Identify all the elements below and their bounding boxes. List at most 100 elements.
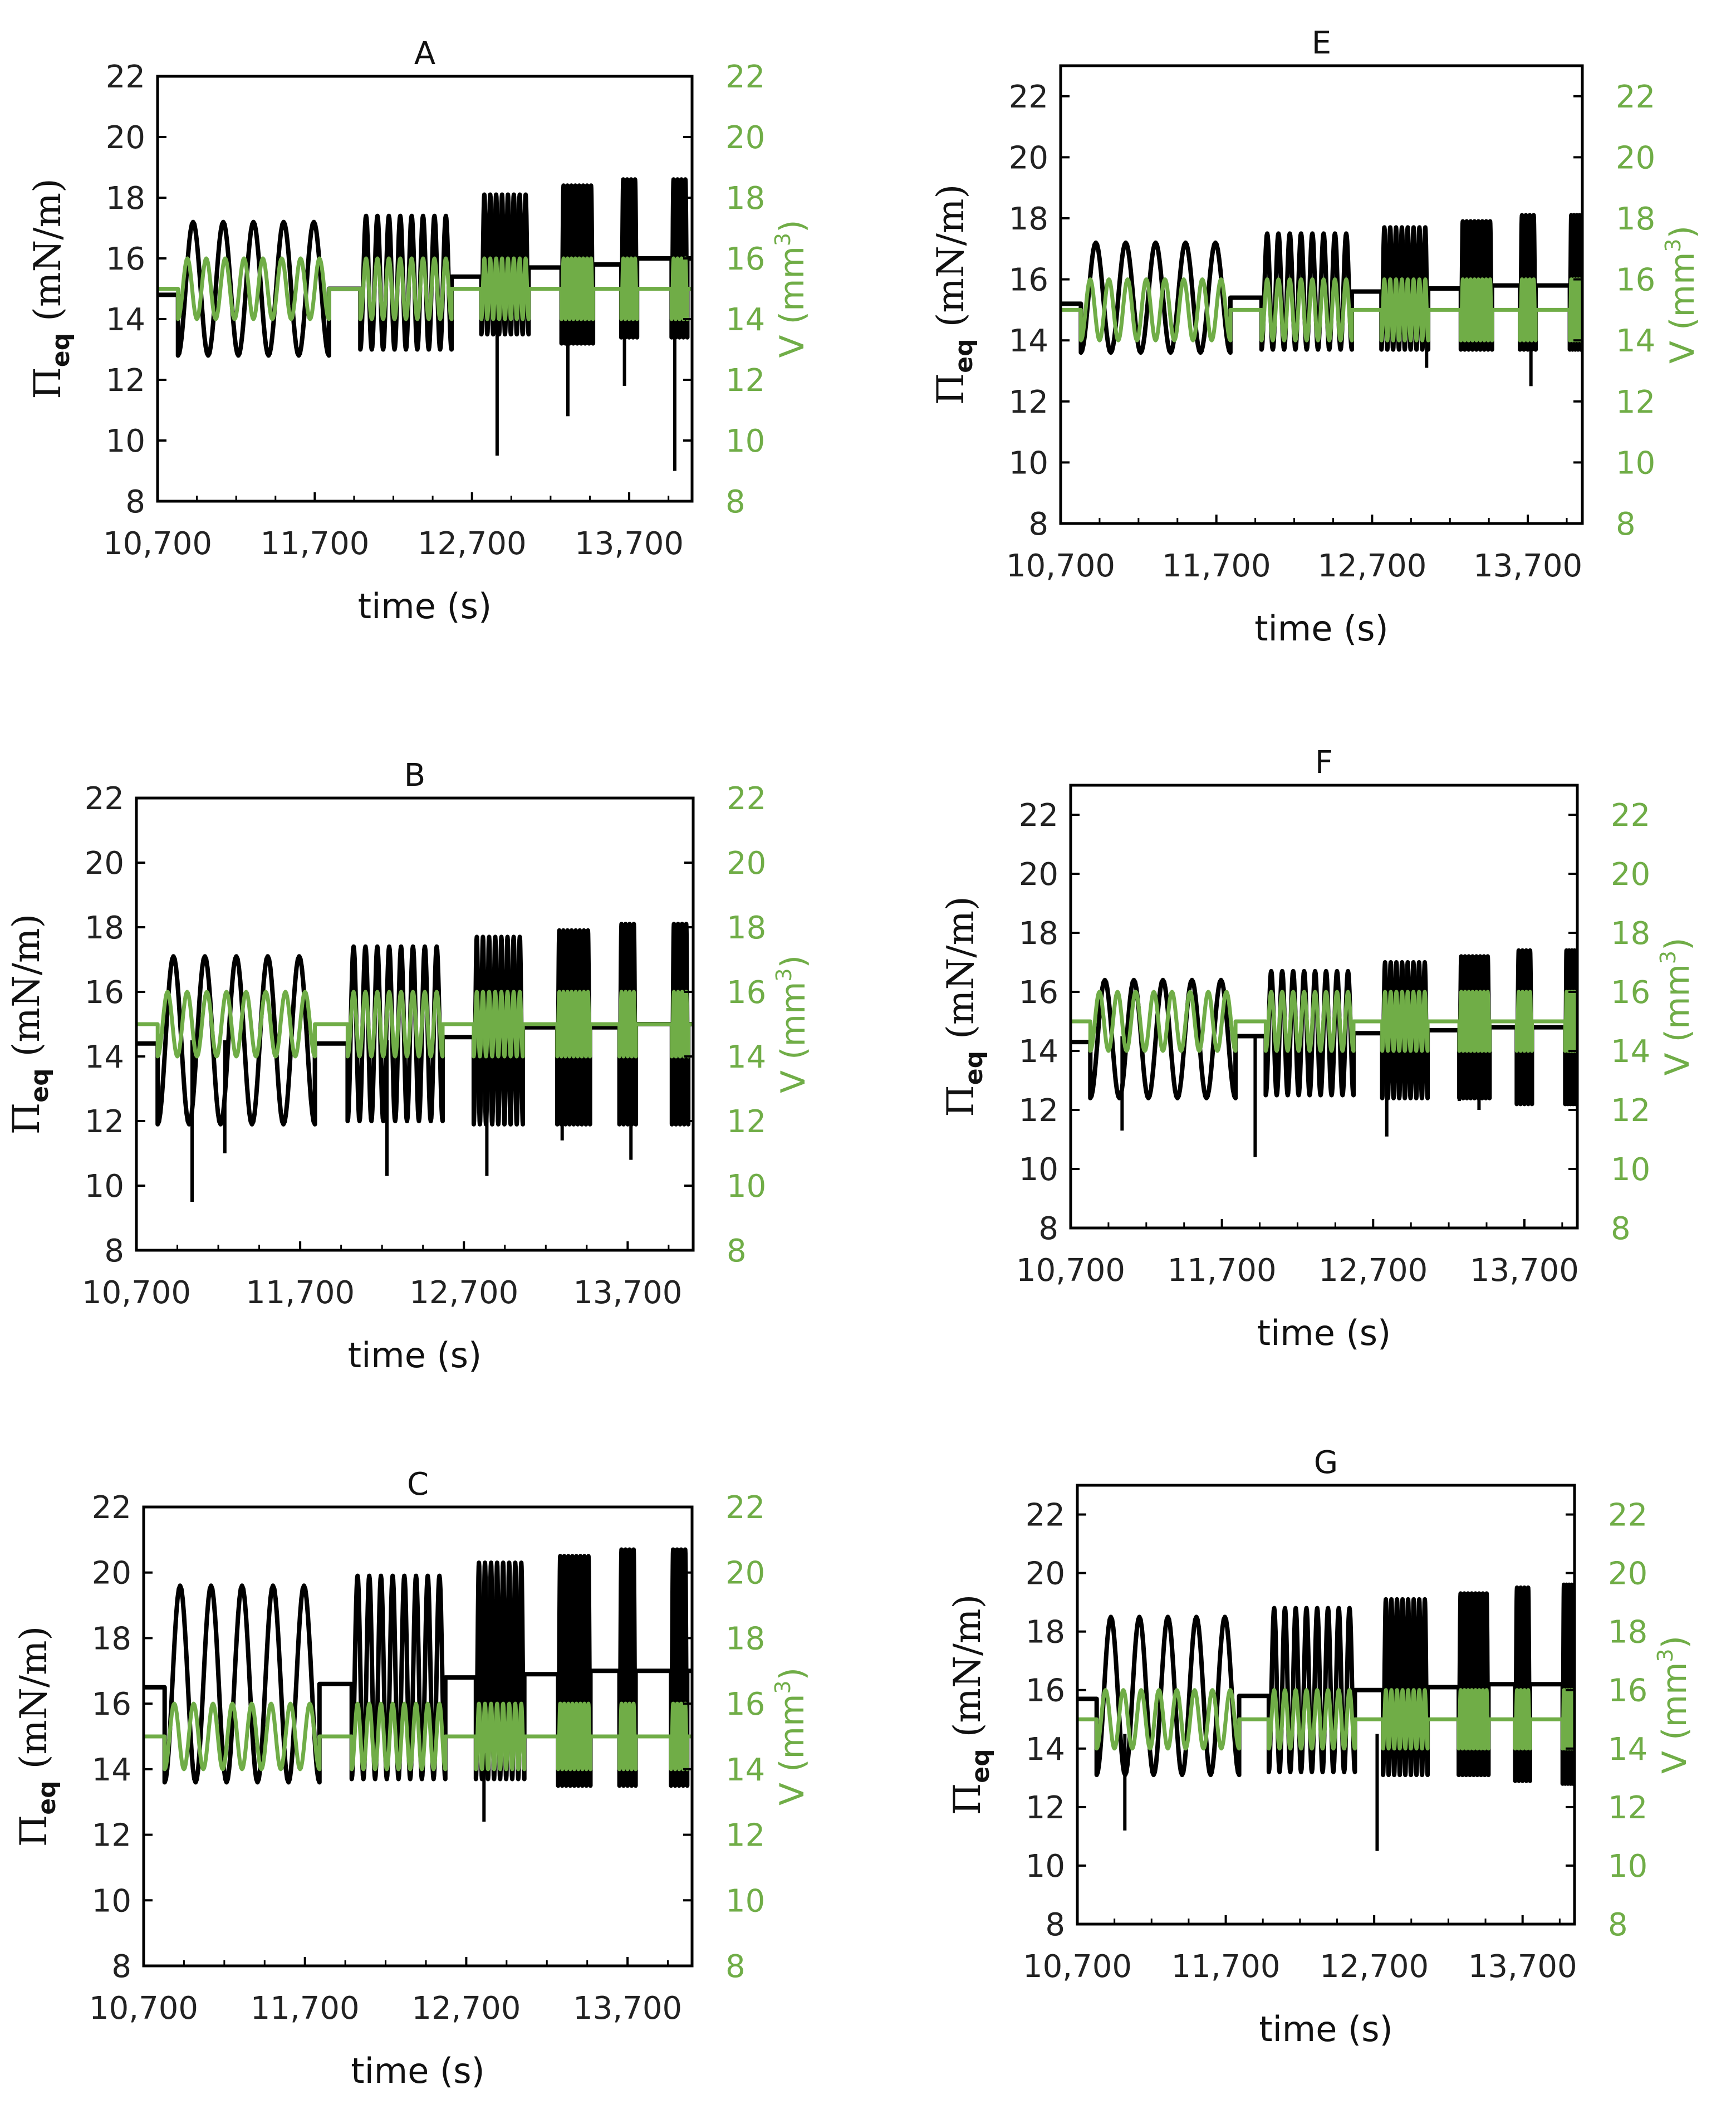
y-tick-label: 14 [85, 1039, 124, 1075]
y2-tick-label: 20 [727, 845, 766, 882]
series-line-pressure [136, 922, 693, 1127]
series-line-volume [136, 990, 693, 1059]
chart-panel-a: 8 10 12 14 16 18 20 22 8 10 12 14 16 18 20 22 10,700 11,7… [26, 36, 812, 627]
y-tick-label: 12 [1009, 384, 1048, 420]
y-tick-label: 10 [92, 1883, 131, 1919]
chart-title: G [1314, 1445, 1338, 1481]
chart-title: F [1315, 745, 1333, 781]
y2-tick-label: 16 [1611, 975, 1650, 1011]
y2-tick-label: 8 [1608, 1907, 1628, 1943]
y-tick-label: 8 [1028, 506, 1048, 542]
y-tick-label: 10 [106, 423, 145, 459]
y-tick-label: 18 [92, 1621, 131, 1657]
plot-frame [135, 796, 695, 1252]
y-tick-label: 10 [1019, 1152, 1058, 1188]
y2-tick-label: 18 [1608, 1614, 1647, 1651]
y2-tick-label: 18 [727, 910, 766, 946]
y2-tick-label: 18 [1616, 201, 1655, 237]
y-tick-label: 20 [106, 120, 145, 156]
y2-tick-label: 8 [725, 1949, 746, 1985]
series-line-volume [1077, 1688, 1575, 1751]
y-tick-label: 12 [1026, 1790, 1065, 1826]
x-tick-label: 12,700 [409, 1275, 518, 1311]
plot-frame [142, 1505, 694, 1968]
y2-tick-label: 8 [1616, 506, 1636, 542]
y2-tick-label: 14 [725, 302, 765, 338]
y2-tick-label: 22 [727, 781, 766, 817]
y-axis-label: Πeq (mN/m) [12, 1626, 61, 1847]
y2-tick-label: 16 [725, 1686, 765, 1723]
y-tick-label: 14 [1009, 323, 1048, 359]
y2-tick-label: 20 [1611, 857, 1650, 893]
y2-tick-label: 22 [1608, 1498, 1647, 1534]
x-tick-label: 10,700 [89, 1990, 198, 2027]
y-tick-label: 22 [92, 1490, 131, 1526]
x-axis-label: time (s) [1254, 608, 1388, 649]
y-tick-label: 22 [85, 781, 124, 817]
y2-tick-label: 8 [727, 1233, 747, 1269]
y2-axis-label: V (mm3) [1653, 1636, 1694, 1774]
series-line-volume [1061, 277, 1582, 342]
y-axis-label: Πeq (mN/m) [5, 914, 54, 1135]
y2-axis-label: V (mm3) [772, 955, 813, 1093]
y2-tick-label: 10 [1611, 1152, 1650, 1188]
y-tick-label: 8 [1045, 1907, 1065, 1943]
y-tick-label: 8 [125, 484, 145, 520]
y-tick-label: 20 [1009, 140, 1048, 176]
x-tick-label: 12,700 [418, 526, 527, 562]
y2-axis-label: V (mm3) [1661, 226, 1702, 364]
y-axis-label: Πeq (mN/m) [929, 184, 978, 405]
x-tick-label: 12,700 [1320, 1949, 1429, 1985]
x-axis-label: time (s) [358, 586, 492, 627]
x-tick-label: 10,700 [1016, 1252, 1125, 1289]
series-line-volume [1071, 990, 1577, 1053]
y-tick-label: 20 [1026, 1556, 1065, 1592]
chart-panel-g: 8 10 12 14 16 18 20 22 8 10 12 14 16 18 20 22 10,700 11,7… [946, 1445, 1694, 2049]
y-tick-label: 8 [111, 1949, 131, 1985]
y-tick-label: 14 [106, 302, 145, 338]
y2-tick-label: 10 [725, 1883, 765, 1919]
y2-tick-label: 14 [1608, 1731, 1647, 1768]
y-axis-label: Πeq (mN/m) [946, 1594, 995, 1816]
series-line-volume [158, 256, 692, 321]
y2-tick-label: 16 [725, 241, 765, 277]
y2-tick-label: 8 [725, 484, 746, 520]
x-tick-label: 13,700 [1468, 1949, 1577, 1985]
y2-tick-label: 18 [725, 180, 765, 217]
y-tick-label: 10 [1026, 1848, 1065, 1885]
y-tick-label: 22 [1019, 797, 1058, 834]
y2-tick-label: 18 [725, 1621, 765, 1657]
chart-panel-c: 8 10 12 14 16 18 20 22 8 10 12 14 16 18 20 22 10,700 11,7… [12, 1466, 812, 2091]
x-tick-label: 10,700 [82, 1275, 191, 1311]
y-tick-label: 14 [92, 1752, 131, 1788]
y-tick-label: 18 [85, 910, 124, 946]
y2-tick-label: 20 [1616, 140, 1655, 176]
y2-tick-label: 14 [727, 1039, 766, 1075]
y2-axis-label: V (mm3) [771, 219, 812, 358]
x-tick-label: 12,700 [1317, 548, 1426, 584]
x-tick-label: 13,700 [575, 526, 684, 562]
plot-frame [1076, 1484, 1576, 1926]
y2-tick-label: 16 [1616, 262, 1655, 299]
y-axis-label: Πeq (mN/m) [26, 178, 75, 399]
x-tick-label: 11,700 [1168, 1252, 1277, 1289]
y2-tick-label: 10 [1616, 445, 1655, 481]
x-tick-label: 13,700 [1470, 1252, 1579, 1289]
y-tick-label: 14 [1019, 1034, 1058, 1070]
y-tick-label: 16 [1026, 1673, 1065, 1709]
y2-tick-label: 12 [1611, 1093, 1650, 1129]
x-tick-label: 11,700 [1162, 548, 1271, 584]
y-axis-label: Πeq (mN/m) [939, 896, 988, 1117]
x-tick-label: 13,700 [573, 1990, 682, 2027]
y2-tick-label: 20 [725, 120, 765, 156]
y2-tick-label: 14 [1611, 1034, 1650, 1070]
y2-axis-label: V (mm3) [1656, 937, 1697, 1075]
y2-tick-label: 10 [727, 1168, 766, 1205]
x-tick-label: 13,700 [573, 1275, 682, 1311]
y2-tick-label: 18 [1611, 916, 1650, 952]
x-tick-label: 13,700 [1473, 548, 1582, 584]
y-tick-label: 16 [1019, 975, 1058, 1011]
y-tick-label: 12 [1019, 1093, 1058, 1129]
y2-tick-label: 12 [725, 363, 765, 399]
